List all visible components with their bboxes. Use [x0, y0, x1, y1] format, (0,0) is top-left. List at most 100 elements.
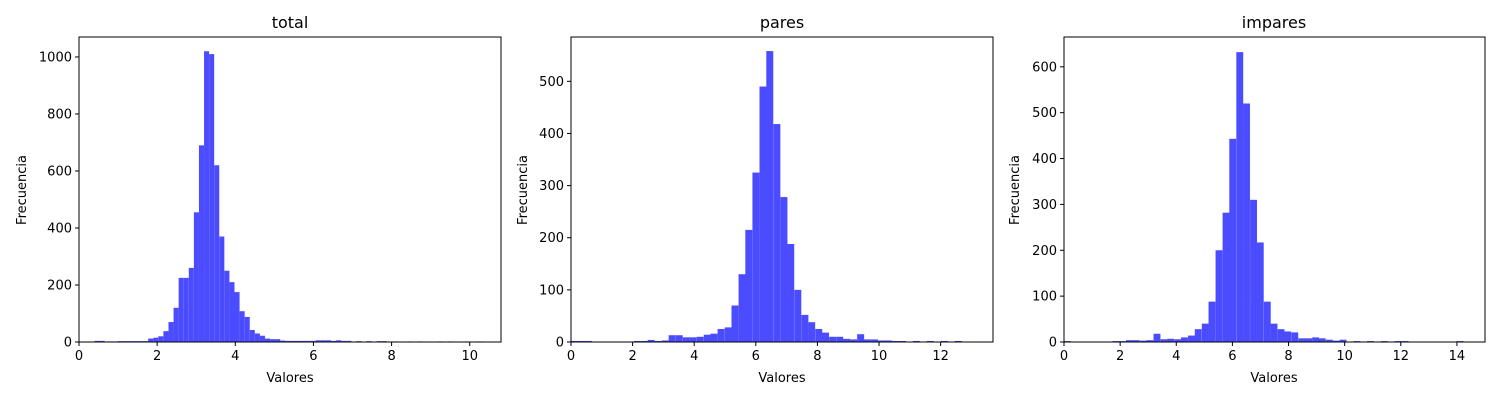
y-axis-label: Frecuencia — [15, 155, 30, 225]
bars-group — [94, 51, 483, 342]
histogram-bar — [1325, 339, 1333, 342]
histogram-bar — [214, 165, 220, 342]
bars-group — [1064, 52, 1464, 342]
y-tick-label: 1000 — [39, 50, 72, 65]
histogram-bar — [571, 340, 578, 342]
x-tick-label: 8 — [813, 349, 821, 364]
histogram-bar — [1188, 335, 1195, 342]
histogram-bar — [1139, 340, 1147, 342]
histogram-bar — [578, 340, 586, 342]
histogram-bar — [198, 145, 205, 342]
histogram-bar — [346, 340, 352, 342]
histogram-bar — [731, 305, 739, 342]
histogram-bar — [640, 340, 648, 342]
histogram-bar — [1222, 212, 1230, 342]
histogram-bar — [224, 270, 230, 342]
x-axis-label: Valores — [758, 371, 805, 386]
histogram-bar — [857, 334, 865, 342]
y-tick-label: 400 — [539, 127, 564, 142]
histogram-bar — [891, 340, 899, 342]
histogram-bar — [178, 277, 184, 342]
x-tick-label: 0 — [567, 349, 575, 364]
histogram-bar — [842, 338, 850, 342]
histogram-bar — [219, 236, 225, 342]
histogram-bar — [682, 337, 690, 342]
histogram-bar — [331, 340, 337, 342]
histogram-bar — [1215, 250, 1223, 342]
histogram-bar — [1167, 338, 1175, 342]
histogram-bar — [1201, 323, 1209, 342]
x-tick-label: 8 — [387, 349, 395, 364]
ticks-group: 0 2 4 6 8 10 12 0 100 200 300 400 500 — [539, 75, 949, 364]
chart-title: impares — [1242, 13, 1306, 32]
histogram-bar — [1339, 339, 1347, 342]
y-tick-label: 600 — [47, 164, 72, 179]
histogram-bar — [336, 340, 342, 342]
x-tick-label: 2 — [153, 349, 161, 364]
x-tick-label: 4 — [1172, 349, 1180, 364]
histogram-bar — [320, 340, 326, 342]
histogram-bar — [1229, 138, 1237, 342]
y-tick-label: 100 — [1032, 290, 1057, 305]
y-axis-label: Frecuencia — [1008, 155, 1023, 225]
histogram-bar — [675, 335, 683, 342]
y-tick-label: 0 — [556, 336, 564, 351]
histogram-bar — [647, 339, 655, 342]
histogram-bar — [315, 340, 321, 342]
x-tick-label: 14 — [1449, 349, 1466, 364]
histogram-bar — [1312, 337, 1319, 342]
histogram-bar — [1194, 329, 1202, 342]
histogram-bar — [717, 328, 725, 342]
histogram-bar — [275, 339, 281, 342]
histogram-bar — [1208, 301, 1216, 342]
histogram-bar — [773, 124, 781, 342]
chart-title: pares — [760, 13, 804, 32]
histogram-bar — [696, 336, 704, 342]
histogram-bar — [1256, 242, 1264, 342]
histogram-bar — [912, 340, 920, 342]
y-tick-label: 500 — [1032, 106, 1057, 121]
histogram-bar — [280, 340, 286, 342]
histogram-bar — [780, 197, 788, 342]
y-tick-label: 400 — [47, 221, 72, 236]
histogram-bar — [1298, 338, 1306, 342]
histogram-bar — [234, 292, 240, 342]
histogram-bar — [822, 332, 830, 342]
y-tick-label: 200 — [539, 231, 564, 246]
x-tick-label: 10 — [461, 349, 478, 364]
y-tick-label: 800 — [47, 107, 72, 122]
histogram-bar — [295, 340, 301, 342]
histogram-bar — [689, 337, 697, 342]
histogram-bar — [1146, 340, 1154, 342]
histogram-bar — [745, 229, 753, 342]
chart-title: total — [272, 13, 309, 32]
histogram-bar — [836, 336, 844, 342]
x-tick-label: 8 — [1284, 349, 1292, 364]
histogram-bar — [310, 340, 316, 342]
histogram-bar — [815, 328, 823, 342]
histogram-bar — [1305, 338, 1312, 342]
histogram-bar — [244, 316, 250, 342]
histogram-bar — [1132, 340, 1140, 342]
histogram-bar — [1332, 340, 1340, 342]
plot-frame — [1063, 36, 1486, 343]
histogram-bar — [193, 212, 199, 342]
x-tick-label: 10 — [871, 349, 888, 364]
histogram-bar — [661, 340, 669, 342]
histogram-bar — [766, 51, 774, 342]
histogram-bar — [850, 339, 858, 342]
histogram-bar — [703, 334, 711, 342]
histogram-bar — [724, 327, 732, 342]
y-tick-label: 400 — [1032, 152, 1057, 167]
histogram-bar — [801, 314, 809, 342]
histogram-bar — [1174, 339, 1182, 342]
x-tick-label: 12 — [1393, 349, 1410, 364]
x-tick-label: 0 — [1060, 349, 1068, 364]
histogram-bar — [633, 340, 641, 342]
y-tick-label: 300 — [539, 179, 564, 194]
plot-frame — [78, 36, 502, 343]
histogram-bar — [829, 336, 837, 342]
histogram-bar — [270, 339, 276, 342]
histogram-bar — [173, 307, 179, 342]
histogram-bar — [668, 335, 676, 342]
